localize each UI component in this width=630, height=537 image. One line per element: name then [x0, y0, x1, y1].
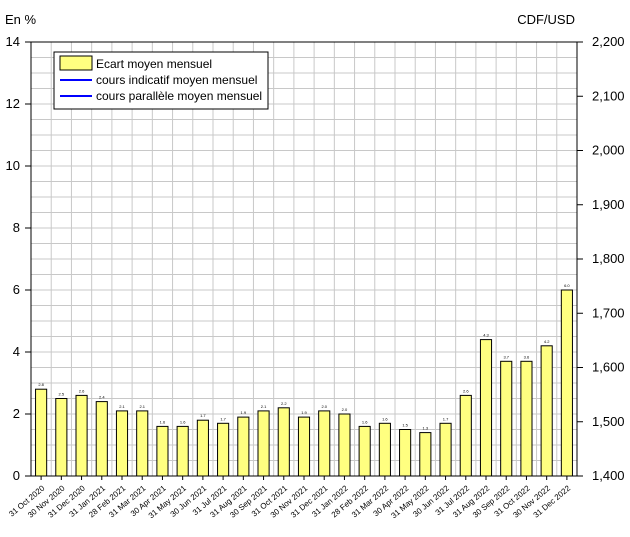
- bar-value-label: 2.8: [38, 382, 44, 387]
- bar-value-label: 2.4: [99, 395, 105, 400]
- bar: [540, 345, 553, 477]
- bar-value-label: 2.1: [139, 404, 145, 409]
- bar: [55, 398, 68, 477]
- y-right-tick-label: 2,200: [592, 34, 625, 49]
- bar: [217, 422, 230, 477]
- bar: [35, 388, 48, 477]
- bar: [237, 416, 250, 477]
- bar-value-label: 1.9: [241, 410, 247, 415]
- bar-value-label: 2.2: [281, 401, 287, 406]
- left-axis-unit: En %: [5, 12, 37, 27]
- bar-value-label: 2.0: [321, 404, 327, 409]
- bar: [257, 410, 270, 477]
- bar-value-label: 1.6: [382, 416, 388, 421]
- y-left-tick-label: 4: [13, 344, 20, 359]
- bar-value-label: 4.3: [483, 333, 489, 338]
- bar-value-label: 1.7: [220, 416, 226, 421]
- bar: [115, 410, 129, 477]
- bar: [358, 425, 371, 477]
- bar: [399, 429, 412, 477]
- bar: [378, 422, 391, 477]
- y-right-tick-label: 1,400: [592, 468, 625, 483]
- data-labels: 2.8 2.5 2.6 2.4 2.1 2.1 1.6 1.6 1.7 1.7 1.9 2.1 2.2 1…: [38, 283, 570, 431]
- bar-value-label: 1.6: [180, 419, 186, 424]
- y-left-tick-label: 8: [13, 220, 20, 235]
- y-right-tick-label: 1,500: [592, 414, 625, 429]
- bar-value-label: 2.1: [261, 404, 267, 409]
- legend-label-ecart: Ecart moyen mensuel: [96, 57, 212, 71]
- bar-value-label: 2.6: [463, 388, 469, 393]
- right-axis-unit: CDF/USD: [517, 12, 575, 27]
- y-left-tick-label: 14: [6, 34, 20, 49]
- y-axis-right: 1,400 1,500 1,600 1,700 1,800 1,900 2,000 2,100…: [577, 34, 625, 483]
- bar: [479, 339, 493, 477]
- y-right-tick-label: 1,800: [592, 251, 625, 266]
- bar-value-label: 2.6: [79, 388, 85, 393]
- bar-value-label: 3.6: [524, 354, 530, 359]
- bar-value-label: 1.3: [423, 426, 429, 431]
- bar: [136, 410, 149, 477]
- bar-value-label: 1.6: [160, 419, 166, 424]
- y-right-tick-label: 2,100: [592, 88, 625, 103]
- bar: [318, 410, 331, 477]
- y-left-tick-label: 2: [13, 406, 20, 421]
- legend-label-parallele: cours parallèle moyen mensuel: [96, 89, 262, 103]
- bar: [297, 416, 311, 477]
- y-right-tick-label: 1,700: [592, 305, 625, 320]
- bar-value-label: 2.1: [119, 404, 125, 409]
- bar-value-label: 4.2: [544, 339, 550, 344]
- legend-label-indicatif: cours indicatif moyen mensuel: [96, 73, 257, 87]
- legend: Ecart moyen mensuel cours indicatif moye…: [53, 51, 269, 110]
- bar: [520, 360, 533, 477]
- bar: [419, 432, 432, 477]
- bar-value-label: 1.6: [362, 419, 368, 424]
- bar: [459, 394, 472, 477]
- bar-value-label: 3.7: [503, 354, 509, 359]
- bar: [560, 289, 573, 477]
- y-left-tick-label: 10: [6, 158, 20, 173]
- bar: [75, 394, 88, 477]
- gridlines: [31, 42, 577, 476]
- y-left-tick-label: 12: [6, 96, 20, 111]
- y-right-tick-label: 2,000: [592, 143, 625, 158]
- y-left-tick-label: 0: [13, 468, 20, 483]
- y-right-tick-label: 1,600: [592, 360, 625, 375]
- bar: [500, 360, 513, 477]
- bar-value-label: 1.5: [402, 423, 408, 428]
- bar-value-label: 2.5: [59, 392, 65, 397]
- bar-value-label: 2.0: [342, 407, 348, 412]
- bar-value-label: 1.7: [443, 416, 449, 421]
- bar: [338, 413, 351, 477]
- bar: [95, 401, 108, 477]
- bar: [196, 419, 209, 477]
- y-left-tick-label: 6: [13, 282, 20, 297]
- legend-swatch-ecart: [59, 55, 93, 71]
- bar: [277, 407, 290, 477]
- bar-series: [35, 289, 573, 477]
- bar: [176, 425, 189, 477]
- bar-value-label: 6.0: [564, 283, 570, 288]
- y-right-tick-label: 1,900: [592, 197, 625, 212]
- bar-value-label: 1.7: [200, 413, 206, 418]
- bar: [156, 425, 169, 477]
- bar: [439, 422, 452, 477]
- y-axis-left: 0 2 4 6 8 10 12 14: [6, 34, 31, 483]
- bar-value-label: 1.9: [301, 410, 307, 415]
